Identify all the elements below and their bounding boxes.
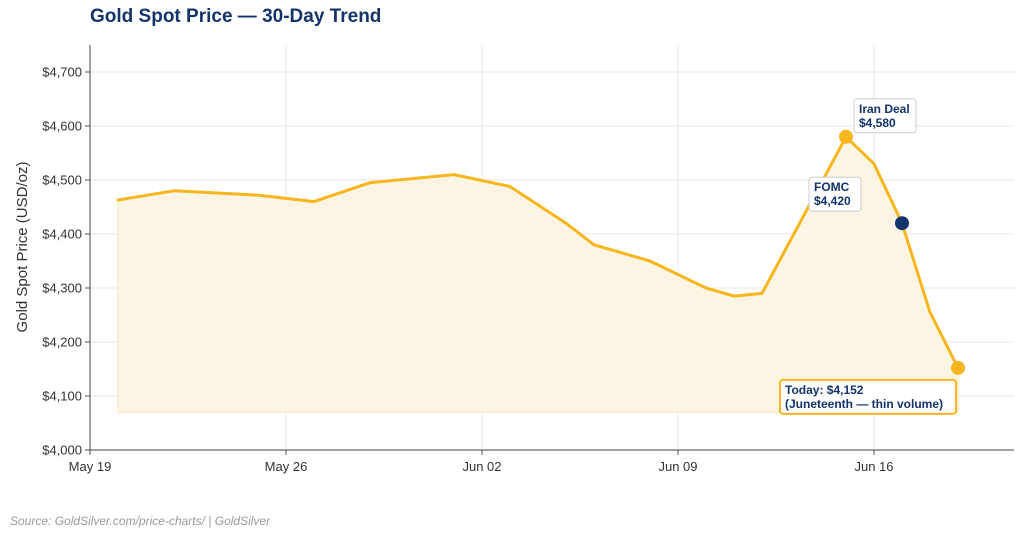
markers xyxy=(839,129,965,375)
annotation-box: Today: $4,152(Juneteenth — thin volume) xyxy=(779,378,957,415)
x-tick-label: Jun 02 xyxy=(462,459,501,474)
annotation-marker xyxy=(895,216,909,231)
price-line-layer xyxy=(116,135,960,370)
annotation-value: (Juneteenth — thin volume) xyxy=(785,397,943,411)
y-tick-label: $4,300 xyxy=(42,281,82,296)
annotation-marker xyxy=(839,129,853,144)
y-tick-label: $4,700 xyxy=(42,65,82,80)
annotation-marker xyxy=(951,360,965,375)
y-axis-title: Gold Spot Price (USD/oz) xyxy=(14,162,31,333)
price-line xyxy=(116,135,960,370)
y-tick-label: $4,000 xyxy=(42,443,82,458)
x-tick-label: Jun 09 xyxy=(658,459,697,474)
annotation-value: $4,580 xyxy=(859,116,896,130)
annotation-value: $4,420 xyxy=(814,194,851,208)
source-note: Source: GoldSilver.com/price-charts/ | G… xyxy=(10,514,271,528)
y-tick-label: $4,100 xyxy=(42,389,82,404)
annotation-frame xyxy=(808,176,862,212)
y-tick-label: $4,600 xyxy=(42,119,82,134)
annotation-label: FOMC xyxy=(814,180,850,194)
annotation-label: Today: $4,152 xyxy=(785,383,864,397)
annotation-frame xyxy=(853,98,917,134)
x-tick-label: May 26 xyxy=(265,459,308,474)
y-tick-label: $4,400 xyxy=(42,227,82,242)
y-tick-label: $4,500 xyxy=(42,173,82,188)
chart-title: Gold Spot Price — 30-Day Trend xyxy=(90,6,382,27)
annotation-box: FOMC$4,420 xyxy=(808,176,862,212)
x-tick-label: May 19 xyxy=(69,459,112,474)
annotations: Iran Deal$4,580 FOMC$4,420 Today: $4,152(J… xyxy=(779,98,957,415)
annotation-label: Iran Deal xyxy=(859,102,910,116)
annotation-box: Iran Deal$4,580 xyxy=(853,98,917,134)
annotation-frame xyxy=(779,378,957,415)
x-tick-label: Jun 16 xyxy=(854,459,893,474)
y-tick-label: $4,200 xyxy=(42,335,82,350)
axes: $4,000 $4,100 $4,200 $4,300 $4,400 $4,500 $4,6… xyxy=(42,45,1014,474)
